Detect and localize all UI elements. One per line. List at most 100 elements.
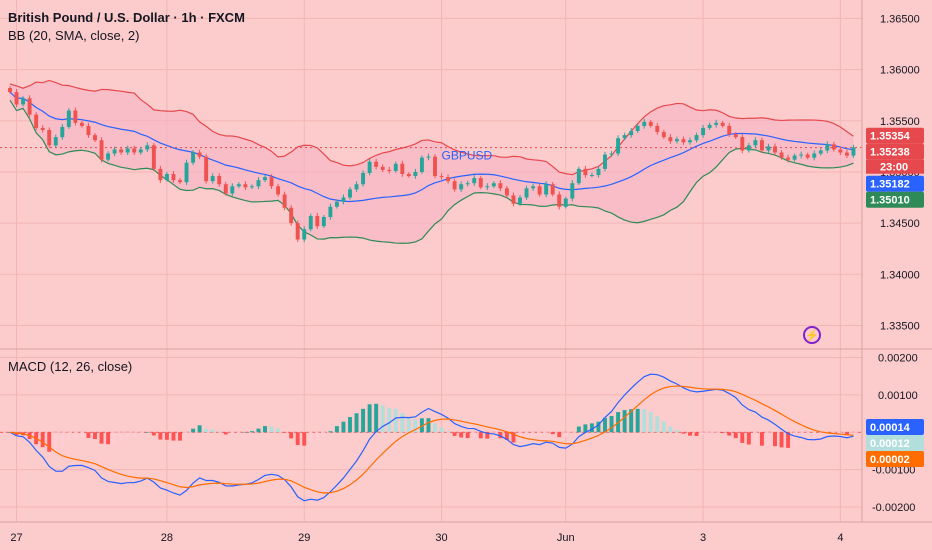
macd-histogram-bar bbox=[537, 432, 542, 437]
candle-body bbox=[256, 180, 261, 187]
macd-histogram-bar bbox=[348, 417, 352, 433]
macd-histogram-bar bbox=[164, 432, 169, 440]
macd-histogram-bar bbox=[478, 432, 483, 439]
price-tick-label: 1.36000 bbox=[880, 65, 920, 77]
candle-body bbox=[779, 152, 784, 158]
candle-body bbox=[86, 125, 91, 136]
macd-histogram-bar bbox=[603, 417, 607, 433]
price-tags: 1.35354 1.35238 23:00 1.35182 1.35010 0.00014… bbox=[866, 127, 924, 468]
macd-tag-label: 0.00014 bbox=[870, 422, 911, 434]
macd-histogram-bar bbox=[178, 432, 182, 441]
candle-body bbox=[79, 122, 84, 126]
macd-histogram-bar bbox=[531, 432, 536, 437]
candle-body bbox=[746, 145, 751, 151]
price-tick-label: 1.33500 bbox=[880, 320, 920, 332]
macd-histogram-bar bbox=[387, 407, 392, 433]
macd-histogram-bar bbox=[544, 432, 549, 434]
candle-body bbox=[249, 186, 254, 188]
macd-histogram-bar bbox=[73, 432, 78, 439]
candle-body bbox=[243, 184, 248, 188]
macd-histogram-bar bbox=[374, 403, 379, 433]
candle-body bbox=[583, 168, 588, 176]
macd-histogram-bar bbox=[818, 432, 823, 440]
symbol-title[interactable]: British Pound / U.S. Dollar · 1h · FXCM bbox=[8, 10, 245, 25]
candle-body bbox=[236, 184, 241, 187]
macd-legend[interactable]: MACD (12, 26, close) bbox=[8, 359, 133, 374]
candle-body bbox=[452, 181, 457, 190]
candle-body bbox=[27, 98, 32, 115]
price-tag bbox=[866, 175, 924, 192]
candle-body bbox=[766, 146, 771, 151]
macd-histogram-bar bbox=[459, 432, 464, 438]
macd-histogram-bar bbox=[452, 432, 457, 436]
time-tick-label: 29 bbox=[298, 532, 310, 544]
candle-body bbox=[178, 180, 182, 183]
candle-body bbox=[733, 134, 738, 138]
macd-histogram-bar bbox=[746, 432, 751, 445]
macd-histogram-bar bbox=[380, 405, 385, 433]
macd-histogram-bar bbox=[53, 432, 58, 452]
countdown-tag bbox=[866, 159, 924, 174]
macd-histogram-bar bbox=[622, 410, 627, 433]
macd-histogram-bar bbox=[779, 432, 784, 448]
macd-histogram-bar bbox=[439, 427, 444, 433]
macd-histogram-bar bbox=[694, 432, 699, 436]
price-tick-label: 1.34000 bbox=[880, 269, 920, 281]
candle-body bbox=[831, 144, 836, 150]
macd-histogram-bar bbox=[256, 428, 261, 433]
macd-histogram-bar bbox=[276, 428, 281, 433]
macd-histogram-bar bbox=[727, 432, 732, 436]
lightning-icon[interactable]: ⚡ bbox=[803, 326, 821, 344]
macd-histogram-bar bbox=[93, 432, 97, 440]
macd-histogram-bar bbox=[589, 423, 594, 433]
candle-body bbox=[276, 186, 281, 195]
macd-histogram-bar bbox=[60, 432, 65, 448]
macd-histogram-bar bbox=[681, 432, 686, 434]
macd-histogram-bar bbox=[733, 432, 738, 439]
macd-histogram-bar bbox=[433, 423, 437, 433]
candle-body bbox=[759, 140, 764, 151]
macd-histogram-bar bbox=[583, 424, 588, 433]
bollinger-bands-legend[interactable]: BB (20, SMA, close, 2) bbox=[8, 28, 140, 43]
candle-body bbox=[622, 135, 627, 139]
macd-histogram-bar bbox=[302, 432, 307, 446]
candle-body bbox=[387, 169, 392, 171]
candle-body bbox=[661, 132, 666, 138]
macd-histogram-bar bbox=[446, 431, 451, 433]
candle-body bbox=[40, 127, 45, 130]
candle-body bbox=[60, 126, 65, 138]
candle-body bbox=[825, 144, 830, 151]
candle-body bbox=[119, 149, 124, 153]
candle-body bbox=[328, 206, 333, 217]
countdown-label: 23:00 bbox=[880, 162, 908, 174]
macd-histogram-bar bbox=[47, 432, 52, 452]
macd-histogram-bar bbox=[197, 425, 202, 433]
macd-tick-label: 0.00200 bbox=[878, 352, 918, 364]
symbol-label: GBPUSD bbox=[442, 149, 493, 163]
candle-body bbox=[282, 194, 287, 208]
candle-body bbox=[629, 131, 634, 136]
macd-histogram-bar bbox=[341, 421, 346, 433]
macd-histogram-bar bbox=[99, 432, 104, 444]
candle-body bbox=[380, 166, 385, 170]
candle-body bbox=[308, 215, 313, 230]
candle-body bbox=[433, 156, 437, 177]
macd-histogram-bar bbox=[406, 417, 411, 433]
macd-histogram-bar bbox=[112, 432, 117, 443]
candle-body bbox=[727, 125, 732, 135]
macd-histogram-bar bbox=[14, 432, 19, 436]
candle-body bbox=[589, 175, 594, 177]
candle-body bbox=[230, 186, 235, 194]
candle-body bbox=[805, 154, 810, 158]
candle-body bbox=[184, 162, 189, 183]
macd-histogram-bar bbox=[655, 416, 660, 433]
macd-histogram-bar bbox=[609, 415, 614, 433]
macd-histogram-bar bbox=[171, 432, 176, 441]
candle-body bbox=[21, 98, 26, 105]
macd-histogram-bar bbox=[635, 408, 640, 433]
price-tick-label: 1.34500 bbox=[880, 218, 920, 230]
candle-body bbox=[439, 176, 444, 178]
candle-body bbox=[720, 122, 725, 126]
candle-body bbox=[544, 184, 549, 195]
